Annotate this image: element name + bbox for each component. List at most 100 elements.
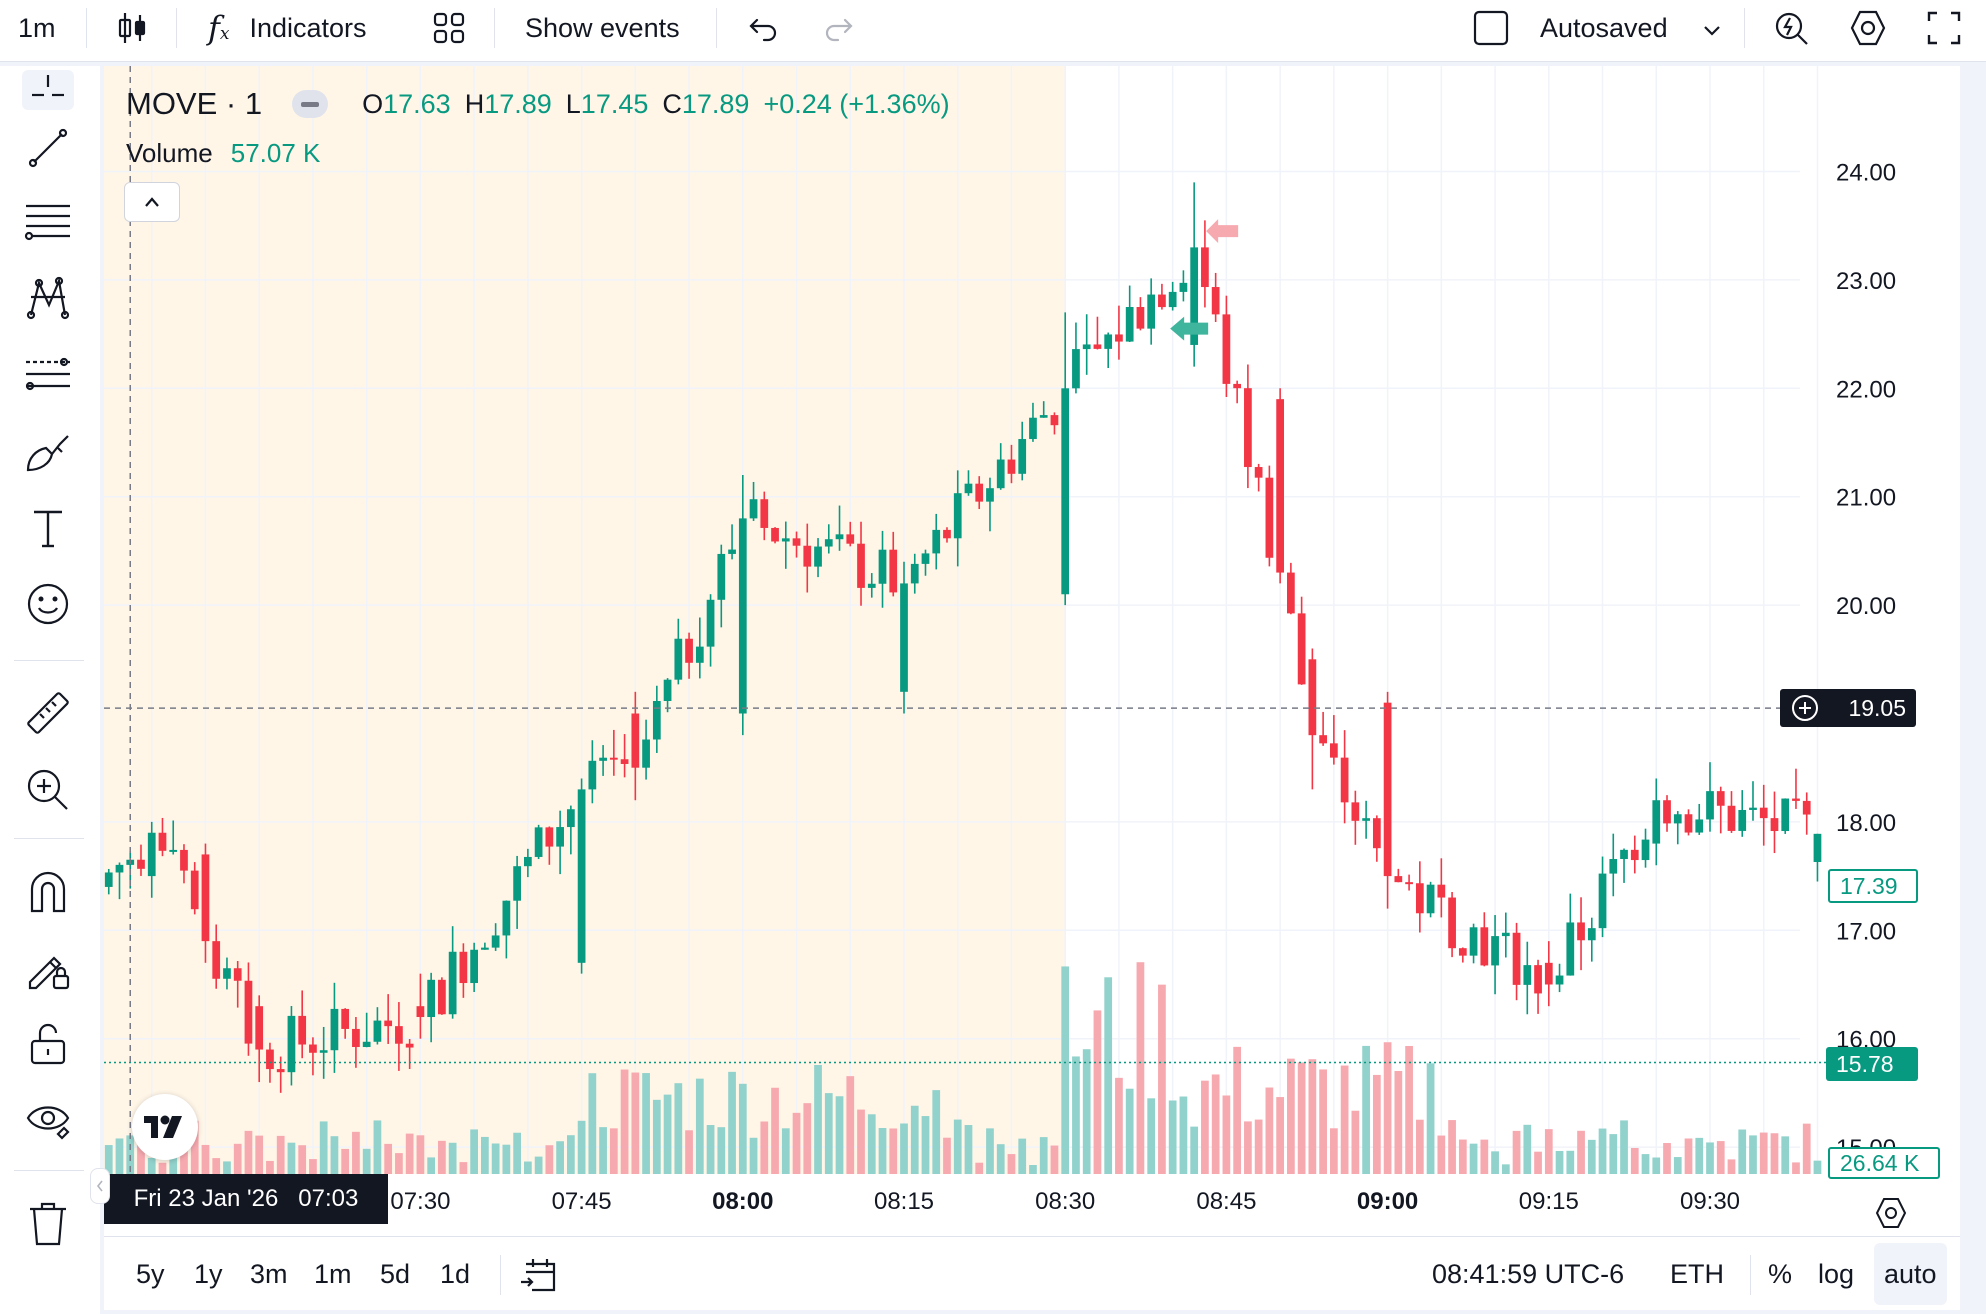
candle-body[interactable] <box>491 935 500 948</box>
candle-body[interactable] <box>384 1020 393 1027</box>
auto-toggle[interactable]: auto <box>1874 1243 1947 1305</box>
clock-label[interactable]: 08:41:59 UTC-6 <box>1432 1237 1624 1311</box>
collapse-legend-button[interactable] <box>124 182 180 222</box>
candle-body[interactable] <box>1716 791 1725 806</box>
candle-body[interactable] <box>438 979 446 1015</box>
candle-body[interactable] <box>1684 814 1693 833</box>
candle-body[interactable] <box>760 499 769 528</box>
interval-button[interactable]: 1m <box>18 0 56 56</box>
candle-body[interactable] <box>427 979 436 1018</box>
layout-square-icon[interactable] <box>1472 0 1510 56</box>
candle-body[interactable] <box>738 518 747 714</box>
range-button-5y[interactable]: 5y <box>136 1258 165 1289</box>
candle-body[interactable] <box>953 493 962 539</box>
pattern-icon[interactable] <box>22 272 74 324</box>
candle-body[interactable] <box>1555 975 1564 985</box>
candle-body[interactable] <box>266 1049 274 1070</box>
candle-body[interactable] <box>1372 818 1381 849</box>
candle-body[interactable] <box>459 951 468 984</box>
range-button-5d[interactable]: 5d <box>380 1258 411 1289</box>
indicators-button[interactable]: fx Indicators <box>208 0 367 56</box>
candle-body[interactable] <box>1383 702 1392 877</box>
candle-body[interactable] <box>620 759 629 764</box>
candle-body[interactable] <box>685 638 693 663</box>
range-button-1d[interactable]: 1d <box>440 1258 471 1289</box>
candle-body[interactable] <box>1652 800 1661 844</box>
candle-body[interactable] <box>1792 798 1800 801</box>
candle-body[interactable] <box>1415 883 1424 914</box>
candle-body[interactable] <box>1072 349 1080 389</box>
candle-body[interactable] <box>341 1008 350 1029</box>
axis-settings-icon[interactable] <box>1874 1196 1908 1235</box>
candle-body[interactable] <box>1523 965 1532 985</box>
candle-body[interactable] <box>287 1015 296 1073</box>
emoji-icon[interactable] <box>22 578 74 630</box>
candle-body[interactable] <box>792 538 801 546</box>
candle-body[interactable] <box>255 1006 264 1050</box>
fullscreen-icon[interactable] <box>1926 0 1962 56</box>
crosshair-icon[interactable] <box>22 70 74 110</box>
candle-body[interactable] <box>1587 928 1596 941</box>
sell-arrow-icon[interactable] <box>1206 219 1239 244</box>
candle-body[interactable] <box>1287 572 1295 614</box>
candle-body[interactable] <box>319 1050 328 1053</box>
candle-body[interactable] <box>857 543 865 588</box>
candle-body[interactable] <box>803 545 812 567</box>
candle-body[interactable] <box>577 789 586 963</box>
candle-body[interactable] <box>1319 735 1327 744</box>
candle-body[interactable] <box>1448 897 1456 949</box>
candle-body[interactable] <box>534 827 543 857</box>
candle-body[interactable] <box>1233 383 1242 389</box>
zoom-in-icon[interactable] <box>22 764 74 816</box>
candle-body[interactable] <box>1738 809 1747 831</box>
range-button-1y[interactable]: 1y <box>194 1258 223 1289</box>
candle-body[interactable] <box>1147 294 1156 329</box>
candle-body[interactable] <box>1469 927 1478 956</box>
candle-body[interactable] <box>943 529 951 539</box>
candle-body[interactable] <box>1663 800 1671 824</box>
candle-body[interactable] <box>566 809 575 828</box>
candle-body[interactable] <box>190 870 199 910</box>
forecast-icon[interactable] <box>22 348 74 400</box>
add-plus-icon[interactable] <box>1790 693 1820 723</box>
candle-body[interactable] <box>1695 819 1704 833</box>
candle-body[interactable] <box>1512 932 1521 985</box>
candle-body[interactable] <box>147 832 156 877</box>
autosave-button[interactable]: Autosaved <box>1540 0 1722 56</box>
candles-icon[interactable] <box>116 0 150 56</box>
candle-body[interactable] <box>104 872 113 887</box>
candle-body[interactable] <box>631 713 640 768</box>
candle-body[interactable] <box>556 827 564 847</box>
calendar-icon[interactable] <box>518 1237 558 1311</box>
candle-body[interactable] <box>1759 807 1768 819</box>
candle-body[interactable] <box>1394 876 1403 883</box>
fib-lines-icon[interactable] <box>22 196 74 248</box>
candle-body[interactable] <box>878 549 887 584</box>
candle-body[interactable] <box>599 757 607 761</box>
session-button[interactable]: ETH <box>1670 1237 1724 1311</box>
redo-icon[interactable] <box>822 0 856 56</box>
candle-body[interactable] <box>1029 417 1037 440</box>
candle-body[interactable] <box>1405 882 1413 885</box>
candle-body[interactable] <box>1254 467 1263 478</box>
layouts-icon[interactable] <box>432 0 466 56</box>
candle-body[interactable] <box>1039 415 1048 418</box>
percent-toggle[interactable]: % <box>1768 1237 1792 1311</box>
candle-body[interactable] <box>1727 805 1736 831</box>
candle-body[interactable] <box>1770 818 1779 832</box>
ruler-icon[interactable] <box>22 688 74 740</box>
candle-body[interactable] <box>695 646 704 663</box>
candle-body[interactable] <box>749 499 758 519</box>
candle-body[interactable] <box>1480 927 1489 966</box>
candle-body[interactable] <box>1244 388 1252 468</box>
candle-body[interactable] <box>1190 247 1199 345</box>
candle-body[interactable] <box>513 866 521 901</box>
candle-body[interactable] <box>771 527 779 542</box>
candle-body[interactable] <box>1158 294 1166 308</box>
candle-body[interactable] <box>1308 659 1317 736</box>
log-toggle[interactable]: log <box>1818 1237 1854 1311</box>
candle-body[interactable] <box>1168 291 1177 308</box>
candle-body[interactable] <box>1609 859 1618 874</box>
candle-body[interactable] <box>1082 344 1091 350</box>
candle-body[interactable] <box>1598 873 1607 929</box>
